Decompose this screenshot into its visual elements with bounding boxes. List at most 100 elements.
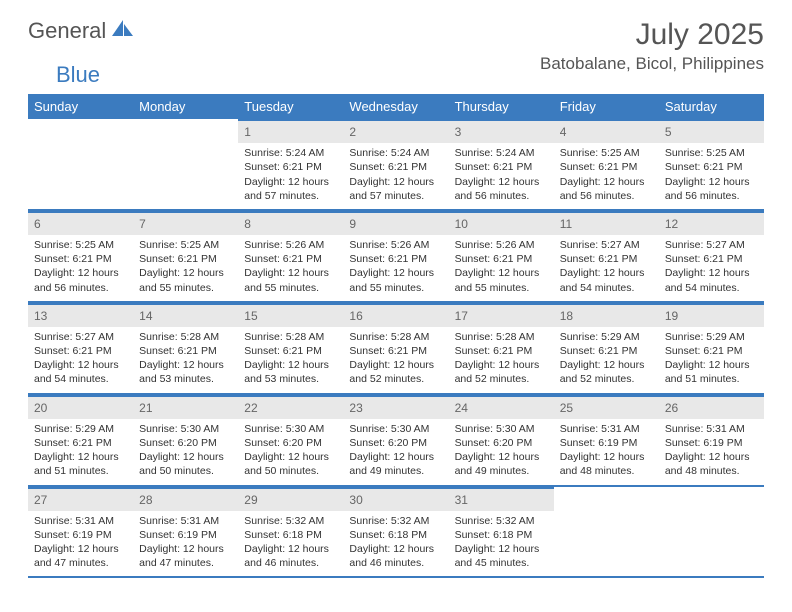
day-details: Sunrise: 5:29 AMSunset: 6:21 PMDaylight:… [28, 422, 133, 479]
sunrise-line: Sunrise: 5:26 AM [455, 238, 548, 252]
day-number: 15 [238, 303, 343, 327]
sunrise-line: Sunrise: 5:32 AM [455, 514, 548, 528]
daylight-line: Daylight: 12 hours and 51 minutes. [665, 358, 758, 386]
day-details: Sunrise: 5:25 AMSunset: 6:21 PMDaylight:… [28, 238, 133, 295]
day-number: 9 [343, 211, 448, 235]
sunrise-line: Sunrise: 5:28 AM [349, 330, 442, 344]
daylight-line: Daylight: 12 hours and 52 minutes. [560, 358, 653, 386]
sunrise-line: Sunrise: 5:24 AM [244, 146, 337, 160]
day-number: 1 [238, 119, 343, 143]
sunrise-line: Sunrise: 5:30 AM [349, 422, 442, 436]
calendar-day-cell: 23Sunrise: 5:30 AMSunset: 6:20 PMDayligh… [343, 394, 448, 486]
calendar-week-row: 13Sunrise: 5:27 AMSunset: 6:21 PMDayligh… [28, 302, 764, 394]
calendar-table: SundayMondayTuesdayWednesdayThursdayFrid… [28, 94, 764, 578]
day-details: Sunrise: 5:24 AMSunset: 6:21 PMDaylight:… [343, 146, 448, 203]
day-number: 24 [449, 395, 554, 419]
day-details: Sunrise: 5:31 AMSunset: 6:19 PMDaylight:… [554, 422, 659, 479]
day-details: Sunrise: 5:32 AMSunset: 6:18 PMDaylight:… [238, 514, 343, 571]
calendar-day-cell: 8Sunrise: 5:26 AMSunset: 6:21 PMDaylight… [238, 210, 343, 302]
day-number: 16 [343, 303, 448, 327]
calendar-day-cell: 15 Sunrise: 5:28 AMSunset: 6:21 PMDayligh… [238, 302, 343, 394]
sunset-line: Sunset: 6:21 PM [455, 160, 548, 174]
sunset-line: Sunset: 6:21 PM [349, 344, 442, 358]
day-number: 6 [28, 211, 133, 235]
day-number: 8 [238, 211, 343, 235]
day-details: Sunrise: 5:31 AMSunset: 6:19 PMDaylight:… [28, 514, 133, 571]
sunset-line: Sunset: 6:19 PM [560, 436, 653, 450]
daylight-line: Daylight: 12 hours and 47 minutes. [34, 542, 127, 570]
daylight-line: Daylight: 12 hours and 55 minutes. [349, 266, 442, 294]
day-header: Sunday [28, 94, 133, 119]
day-number: 31 [449, 487, 554, 511]
sunrise-line: Sunrise: 5:25 AM [34, 238, 127, 252]
sunrise-line: Sunrise: 5:28 AM [244, 330, 337, 344]
day-number: 19 [659, 303, 764, 327]
daylight-line: Daylight: 12 hours and 49 minutes. [455, 450, 548, 478]
sunset-line: Sunset: 6:21 PM [560, 252, 653, 266]
day-number: 2 [343, 119, 448, 143]
calendar-empty-cell [659, 486, 764, 578]
calendar-week-row: 1Sunrise: 5:24 AMSunset: 6:21 PMDaylight… [28, 119, 764, 210]
day-details: Sunrise: 5:27 AMSunset: 6:21 PMDaylight:… [28, 330, 133, 387]
daylight-line: Daylight: 12 hours and 45 minutes. [455, 542, 548, 570]
sunrise-line: Sunrise: 5:25 AM [139, 238, 232, 252]
calendar-day-cell: 19 Sunrise: 5:29 AMSunset: 6:21 PMDayligh… [659, 302, 764, 394]
calendar-day-cell: 24 Sunrise: 5:30 AMSunset: 6:20 PMDayligh… [449, 394, 554, 486]
daylight-line: Daylight: 12 hours and 56 minutes. [455, 175, 548, 203]
sunrise-line: Sunrise: 5:32 AM [349, 514, 442, 528]
daylight-line: Daylight: 12 hours and 57 minutes. [244, 175, 337, 203]
sunset-line: Sunset: 6:21 PM [665, 344, 758, 358]
calendar-empty-cell [133, 119, 238, 210]
day-details: Sunrise: 5:32 AMSunset: 6:18 PMDaylight:… [449, 514, 554, 571]
sunset-line: Sunset: 6:18 PM [349, 528, 442, 542]
daylight-line: Daylight: 12 hours and 46 minutes. [349, 542, 442, 570]
sunset-line: Sunset: 6:21 PM [560, 160, 653, 174]
day-header: Wednesday [343, 94, 448, 119]
day-details: Sunrise: 5:30 AMSunset: 6:20 PMDaylight:… [343, 422, 448, 479]
sunset-line: Sunset: 6:21 PM [455, 344, 548, 358]
day-number: 18 [554, 303, 659, 327]
day-details: Sunrise: 5:31 AMSunset: 6:19 PMDaylight:… [659, 422, 764, 479]
day-number: 17 [449, 303, 554, 327]
logo-text-2: Blue [56, 62, 100, 87]
day-details: Sunrise: 5:28 AMSunset: 6:21 PMDaylight:… [238, 330, 343, 387]
sunrise-line: Sunrise: 5:26 AM [244, 238, 337, 252]
daylight-line: Daylight: 12 hours and 50 minutes. [139, 450, 232, 478]
calendar-day-cell: 21Sunrise: 5:30 AMSunset: 6:20 PMDayligh… [133, 394, 238, 486]
day-details: Sunrise: 5:25 AMSunset: 6:21 PMDaylight:… [659, 146, 764, 203]
location-subtitle: Batobalane, Bicol, Philippines [540, 54, 764, 74]
calendar-day-cell: 31 Sunrise: 5:32 AMSunset: 6:18 PMDayligh… [449, 486, 554, 578]
calendar-week-row: 6Sunrise: 5:25 AMSunset: 6:21 PMDaylight… [28, 210, 764, 302]
logo-sail-icon [112, 20, 134, 43]
sunset-line: Sunset: 6:21 PM [349, 160, 442, 174]
sunset-line: Sunset: 6:21 PM [560, 344, 653, 358]
sunrise-line: Sunrise: 5:25 AM [665, 146, 758, 160]
calendar-day-cell: 1 Sunrise: 5:24 AMSunset: 6:21 PMDaylight… [238, 119, 343, 210]
daylight-line: Daylight: 12 hours and 53 minutes. [244, 358, 337, 386]
calendar-day-cell: 2 Sunrise: 5:24 AMSunset: 6:21 PMDaylight… [343, 119, 448, 210]
daylight-line: Daylight: 12 hours and 53 minutes. [139, 358, 232, 386]
day-number: 12 [659, 211, 764, 235]
day-number: 5 [659, 119, 764, 143]
calendar-day-cell: 22Sunrise: 5:30 AMSunset: 6:20 PMDayligh… [238, 394, 343, 486]
day-details: Sunrise: 5:30 AMSunset: 6:20 PMDaylight:… [449, 422, 554, 479]
daylight-line: Daylight: 12 hours and 54 minutes. [34, 358, 127, 386]
sunset-line: Sunset: 6:21 PM [244, 160, 337, 174]
day-number: 4 [554, 119, 659, 143]
daylight-line: Daylight: 12 hours and 49 minutes. [349, 450, 442, 478]
sunset-line: Sunset: 6:20 PM [455, 436, 548, 450]
sunrise-line: Sunrise: 5:29 AM [665, 330, 758, 344]
day-number: 29 [238, 487, 343, 511]
day-header: Friday [554, 94, 659, 119]
sunset-line: Sunset: 6:20 PM [139, 436, 232, 450]
calendar-body: 1Sunrise: 5:24 AMSunset: 6:21 PMDaylight… [28, 119, 764, 577]
day-header: Monday [133, 94, 238, 119]
sunrise-line: Sunrise: 5:27 AM [560, 238, 653, 252]
day-details: Sunrise: 5:31 AMSunset: 6:19 PMDaylight:… [133, 514, 238, 571]
sunrise-line: Sunrise: 5:31 AM [139, 514, 232, 528]
day-number: 7 [133, 211, 238, 235]
calendar-day-cell: 3Sunrise: 5:24 AMSunset: 6:21 PMDaylight… [449, 119, 554, 210]
calendar-header-row: SundayMondayTuesdayWednesdayThursdayFrid… [28, 94, 764, 119]
calendar-week-row: 27Sunrise: 5:31 AMSunset: 6:19 PMDayligh… [28, 486, 764, 578]
sunrise-line: Sunrise: 5:25 AM [560, 146, 653, 160]
